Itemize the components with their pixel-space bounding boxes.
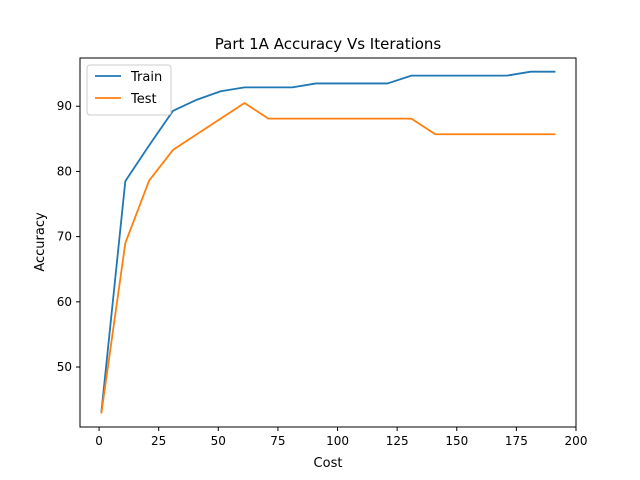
x-tick-label: 200: [565, 434, 588, 448]
legend-box: [86, 64, 172, 116]
x-tick-label: 50: [211, 434, 226, 448]
x-tick-label: 150: [445, 434, 468, 448]
y-tick-label: 80: [57, 164, 72, 178]
chart-title: Part 1A Accuracy Vs Iterations: [215, 35, 442, 53]
x-tick-label: 125: [386, 434, 409, 448]
y-tick-label: 70: [57, 230, 72, 244]
x-tick-label: 25: [151, 434, 166, 448]
x-tick-label: 75: [270, 434, 285, 448]
x-tick-label: 100: [326, 434, 349, 448]
y-tick-label: 90: [57, 99, 72, 113]
legend: Train Test: [86, 64, 172, 116]
series-line-train: [100, 70, 556, 413]
x-tick-label: 0: [95, 434, 103, 448]
series-line-test: [100, 102, 556, 414]
plot-frame: [79, 57, 577, 428]
series-layer: [100, 70, 556, 414]
x-axis-label: Cost: [314, 456, 343, 471]
ticks-layer: 0 25 50 75 100 125 150 175 200 50 60 70 80 90: [57, 99, 588, 448]
x-tick-label: 175: [505, 434, 528, 448]
y-tick-label: 60: [57, 295, 72, 309]
y-axis-label: Accuracy: [33, 212, 48, 272]
y-tick-label: 50: [57, 360, 72, 374]
legend-test-label: Test: [130, 92, 157, 107]
legend-train-label: Train: [130, 70, 162, 85]
